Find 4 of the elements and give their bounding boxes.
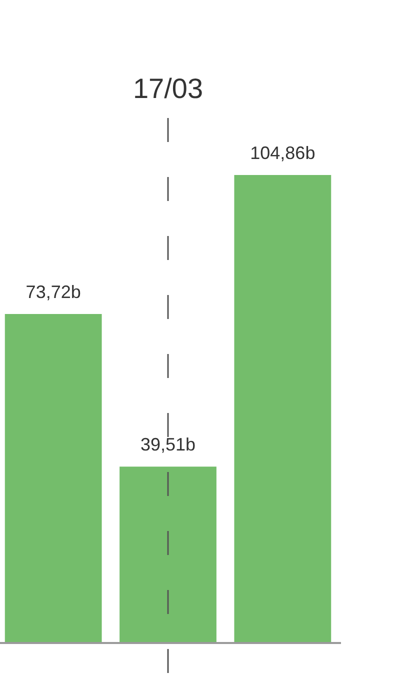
text: 17/03 [132,73,204,104]
data-label: 73,72b [26,282,81,302]
data-label: 39,51b [140,434,196,455]
data-label: 104,86b [250,142,316,163]
